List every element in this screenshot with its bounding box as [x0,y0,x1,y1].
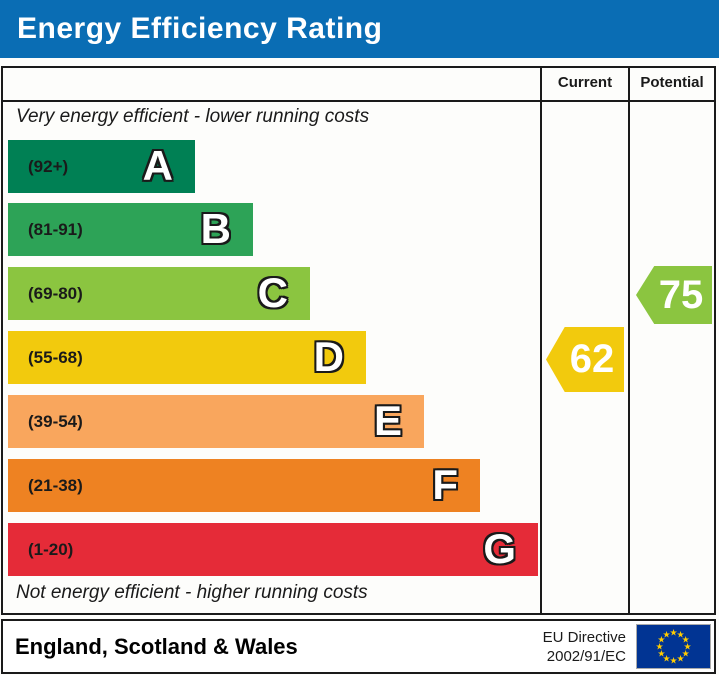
title-bar: Energy Efficiency Rating [0,0,719,58]
region-label: England, Scotland & Wales [15,634,298,659]
band-range-label: (69-80) [28,284,83,303]
band-range-label: (81-91) [28,220,83,239]
eu-directive-label: EU Directive 2002/91/EC [543,628,626,666]
rating-chart: Current Potential Very energy efficient … [1,66,716,615]
page-title: Energy Efficiency Rating [17,12,383,45]
eu-directive-line2: 2002/91/EC [546,647,626,665]
band-range-label: (1-20) [28,540,74,559]
potential-column-header: Potential [640,74,704,91]
current-rating-value: 62 [569,337,615,381]
band-letter: C [257,269,288,316]
bottom-caption: Not energy efficient - higher running co… [16,582,368,603]
current-rating-arrow: 62 [546,327,624,392]
potential-column-divider [628,68,630,613]
eu-star: ★ [662,628,671,639]
eu-star: ★ [669,655,678,665]
eu-star: ★ [662,653,671,664]
band-letter: D [313,333,344,380]
band-bar-e: (39-54) E [8,395,424,448]
band-letter: G [483,525,516,572]
band-range-label: (55-68) [28,348,83,367]
eu-star: ★ [681,634,690,644]
eu-star: ★ [669,627,678,637]
eu-star: ★ [657,648,666,658]
eu-flag-icon: ★ ★ ★ ★ ★ ★ ★ ★ ★ ★ ★ ★ [636,624,711,669]
footer: England, Scotland & Wales EU Directive 2… [1,619,716,674]
top-caption: Very energy efficient - lower running co… [16,106,370,127]
header-divider [3,100,714,102]
band-letter: B [200,205,231,252]
eu-star: ★ [657,634,666,644]
band-range-label: (92+) [28,157,69,176]
band-bar-d: (55-68) D [8,331,366,384]
eu-star: ★ [683,641,692,651]
band-range-label: (39-54) [28,412,83,431]
band-letter: F [432,461,458,508]
eu-star: ★ [676,653,685,664]
eu-star: ★ [681,648,690,658]
current-column-header: Current [557,74,613,91]
current-column-divider [540,68,542,613]
eu-directive-line1: EU Directive [542,628,626,646]
eu-star: ★ [655,641,664,651]
eu-star: ★ [676,628,685,639]
band-letter: E [373,397,402,444]
band-bar-a: (92+) A [8,140,195,193]
band-bar-g: (1-20) G [8,523,538,576]
band-bar-b: (81-91) B [8,203,253,256]
band-letter: A [142,142,173,189]
potential-rating-value: 75 [658,273,704,317]
potential-rating-arrow: 75 [636,266,712,324]
band-bar-c: (69-80) C [8,267,310,320]
band-range-label: (21-38) [28,476,83,495]
band-bar-f: (21-38) F [8,459,480,512]
